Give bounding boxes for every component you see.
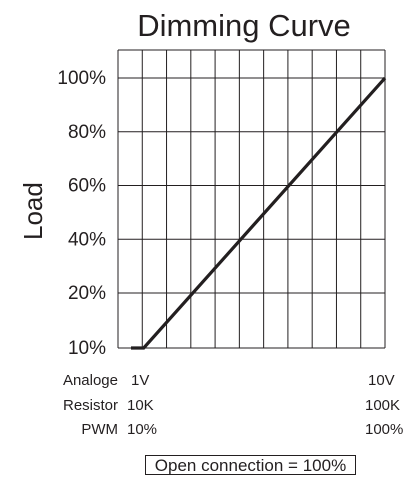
x-row-pwm-max: 100% [365,421,404,438]
x-row-resistor-min: 10K [127,397,154,414]
x-row-analoge-max: 10V [368,372,395,389]
open-connection-note: Open connection = 100% [145,455,356,475]
y-tick-label: 60% [68,176,106,197]
y-tick-label: 40% [68,229,106,250]
dimming-curve-line [131,76,387,350]
x-row-resistor-name: Resistor [62,397,118,414]
y-tick-label: 100% [57,68,106,89]
y-tick-label: 20% [68,283,106,304]
y-tick-label: 80% [68,122,106,143]
x-row-resistor-max: 100K [365,397,401,414]
x-row-analoge-min: 1V [131,372,150,389]
x-row-analoge-name: Analoge [62,372,118,389]
y-tick-label: 10% [68,338,106,359]
x-row-pwm-name: PWM [81,421,118,438]
chart-title: Dimming Curve [137,8,351,43]
x-row-pwm-min: 10% [127,421,158,438]
